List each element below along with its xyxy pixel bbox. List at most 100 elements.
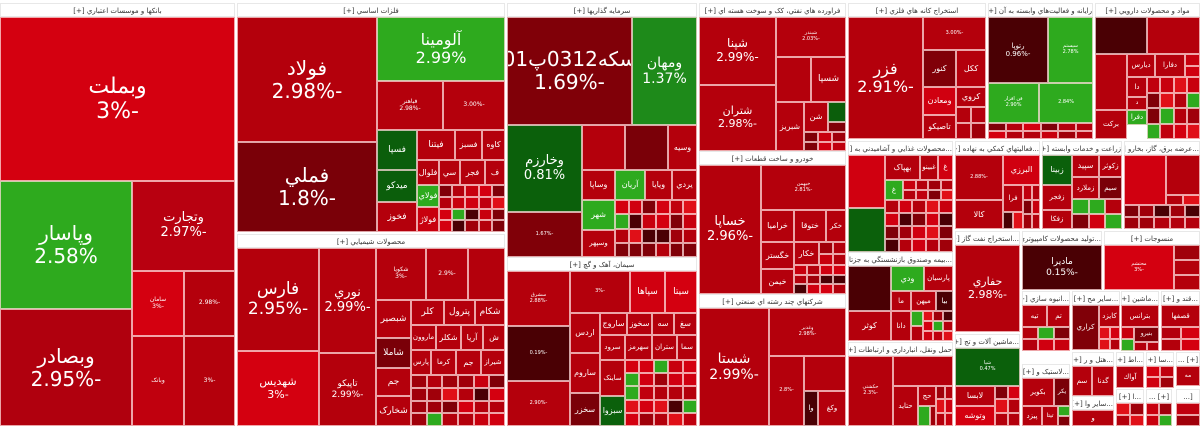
stock-tile-small[interactable] [411,375,427,388]
stock-tile-small[interactable] [473,413,490,426]
stock-tile[interactable]: سغ [674,313,697,335]
stock-tile-small[interactable] [1130,414,1144,426]
stock-tile-small[interactable] [1160,377,1174,388]
sector-header[interactable]: زراعت و خدمات وابسته [+] [1042,141,1122,155]
stock-tile-small[interactable] [912,239,926,252]
stock-tile-small[interactable] [656,242,670,257]
sector-header[interactable]: ...اط [+] [1116,352,1144,366]
stock-tile-small[interactable] [911,326,923,341]
stock-tile-small[interactable] [923,331,933,341]
stock-tile[interactable] [848,266,891,311]
stock-tile-small[interactable] [1088,199,1106,214]
stock-tile-small[interactable] [442,375,458,388]
stock-tile-small[interactable] [944,412,953,426]
stock-tile[interactable] [776,57,811,102]
stock-tile-small[interactable] [465,196,479,209]
stock-tile-small[interactable] [1174,260,1200,275]
stock-tile-small[interactable] [939,239,953,252]
stock-tile-small[interactable] [1022,327,1038,339]
stock-tile-small[interactable] [1005,131,1023,139]
stock-tile[interactable]: کرما [431,350,456,375]
stock-tile-small[interactable] [683,214,697,229]
stock-tile-small[interactable] [442,387,458,401]
stock-tile-small[interactable] [915,190,928,200]
sector-header[interactable]: [+] ... [1146,389,1172,403]
stock-tile-small[interactable] [1124,205,1140,217]
sector-header[interactable]: رايانه و فعاليت‌هاي وابسته به آن [+] [988,3,1093,17]
stock-tile-small[interactable] [1174,275,1200,290]
stock-tile[interactable]: سما [677,335,697,360]
stock-tile-small[interactable] [1146,403,1159,415]
stock-tile[interactable]: سم [1072,366,1092,396]
stock-tile-small[interactable] [1147,77,1161,93]
stock-tile[interactable]: وبملت -3% [0,17,235,181]
stock-tile-small[interactable] [656,200,670,215]
stock-tile[interactable]: شاملا [376,338,411,368]
stock-tile-small[interactable] [1139,217,1155,229]
stock-tile[interactable]: کوثر [848,311,891,341]
stock-tile-small[interactable] [452,208,466,221]
stock-tile[interactable]: سکه0312پ01-1.69% [507,17,632,125]
sector-header[interactable]: محصولات شيميايي [+] [237,234,505,248]
stock-tile[interactable]: شستا -2.99% [699,308,769,426]
stock-tile-small[interactable] [1040,123,1058,131]
stock-tile[interactable]: خکار [794,242,819,265]
stock-tile-small[interactable] [807,265,820,275]
stock-tile[interactable]: قصفها [1161,305,1200,327]
stock-tile[interactable]: ستران [652,335,677,360]
stock-tile-small[interactable] [912,213,926,226]
stock-tile[interactable]: سشرق -2.88% [507,271,570,326]
stock-tile[interactable]: پارسيان [924,266,953,291]
stock-tile[interactable]: خکر [826,210,846,242]
stock-tile[interactable]: -3.00% [443,81,505,130]
stock-tile-small[interactable] [939,200,953,213]
stock-tile-small[interactable] [1109,338,1120,350]
stock-tile-small[interactable] [936,412,945,426]
stock-tile[interactable] [828,102,846,122]
stock-tile-small[interactable] [458,375,474,388]
stock-tile-small[interactable] [988,123,1006,131]
stock-tile-small[interactable] [478,196,492,209]
stock-tile[interactable]: شبصير [376,300,411,338]
stock-tile[interactable]: جم [456,350,481,375]
stock-tile[interactable]: شن [804,102,828,132]
stock-tile-small[interactable] [615,242,629,257]
stock-tile-small[interactable] [1160,77,1174,93]
stock-tile-small[interactable] [668,360,683,374]
stock-tile[interactable]: -2.9% [426,248,468,300]
stock-tile-small[interactable] [1124,217,1140,229]
stock-tile-small[interactable] [943,321,953,331]
stock-tile[interactable]: خگستر [761,242,794,269]
stock-tile-small[interactable] [939,226,953,239]
stock-tile-small[interactable] [458,413,474,426]
stock-tile-small[interactable] [1146,342,1159,351]
stock-tile-small[interactable] [1058,123,1076,131]
stock-tile[interactable]: کلر [411,300,444,325]
stock-tile-small[interactable] [625,399,640,413]
stock-tile-small[interactable] [1007,386,1020,400]
stock-tile[interactable]: سه [652,313,674,335]
stock-tile-small[interactable] [439,208,453,221]
stock-tile-small[interactable] [639,360,654,374]
stock-tile[interactable]: حکشتي -2.3% [848,356,893,426]
stock-tile-small[interactable] [930,406,936,426]
stock-tile-small[interactable] [489,413,505,426]
stock-tile-small[interactable] [819,253,833,265]
stock-tile[interactable]: -0.19% [507,326,570,381]
stock-tile[interactable]: وکغ [818,391,846,426]
stock-tile[interactable] [1147,17,1200,54]
stock-tile-small[interactable] [898,213,913,226]
stock-tile[interactable]: نوري -2.99% [319,248,376,353]
sector-header[interactable]: ...ماشين [+] [1121,291,1159,305]
stock-tile[interactable]: وغدير -2.98% [769,308,846,356]
stock-tile[interactable]: ککل [956,50,986,87]
stock-tile[interactable]: کراري [1072,305,1099,350]
stock-tile-small[interactable] [1038,327,1054,339]
stock-tile-small[interactable] [628,242,643,257]
sector-header[interactable]: ...هتل و ر [+] [1072,352,1114,366]
sector-header[interactable]: ...استخراج نفت گاز [+] [955,231,1020,245]
stock-tile-small[interactable] [668,412,683,426]
stock-tile-small[interactable] [915,180,928,190]
stock-tile-small[interactable] [898,226,913,239]
stock-tile[interactable]: فولاي [417,185,439,207]
